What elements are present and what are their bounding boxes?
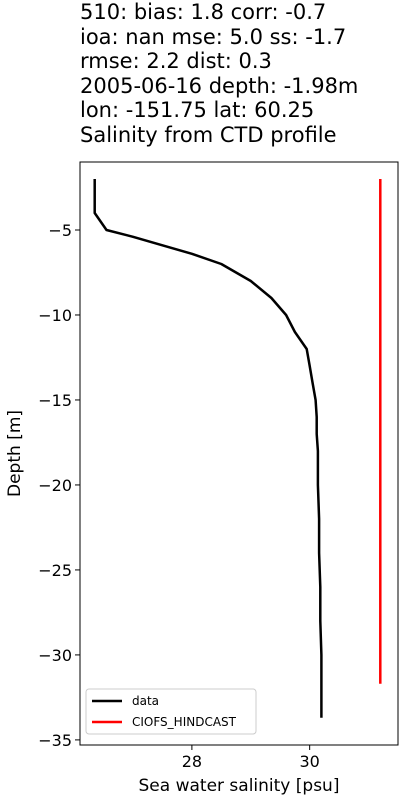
title-line-6: Salinity from CTD profile: [80, 122, 337, 147]
legend: data CIOFS_HINDCAST: [85, 688, 257, 735]
y-tick-label: −20: [38, 476, 72, 495]
y-axis-label: Depth [m]: [5, 410, 25, 497]
x-tick-label: 28: [182, 752, 202, 771]
x-axis-label: Sea water salinity [psu]: [139, 776, 340, 796]
axis-ticks: 28 30 −5 −10 −15 −20 −25 −30 −35: [38, 221, 320, 771]
title-line-4: 2005-06-16 depth: -1.98m: [80, 73, 359, 98]
title-line-2: ioa: nan mse: 5.0 ss: -1.7: [80, 24, 347, 49]
title-line-3: rmse: 2.2 dist: 0.3: [80, 49, 272, 73]
series-line-data: [93, 179, 323, 718]
legend-label: data: [132, 694, 159, 708]
y-tick-label: −15: [38, 391, 72, 410]
y-tick-label: −30: [38, 646, 72, 665]
chart-title: 510: bias: 1.8 corr: -0.7 ioa: nan mse: …: [80, 0, 398, 147]
y-tick-label: −5: [48, 221, 72, 240]
title-line-5: lon: -151.75 lat: 60.25: [80, 98, 315, 122]
y-tick-label: −35: [38, 731, 72, 750]
legend-box: [85, 688, 257, 735]
legend-label: CIOFS_HINDCAST: [132, 715, 237, 729]
y-tick-label: −25: [38, 561, 72, 580]
series-lines: [93, 179, 382, 718]
y-tick-label: −10: [38, 306, 72, 325]
title-line-1: 510: bias: 1.8 corr: -0.7: [80, 0, 327, 24]
x-tick-label: 30: [299, 752, 319, 771]
plot-area: [79, 161, 399, 746]
